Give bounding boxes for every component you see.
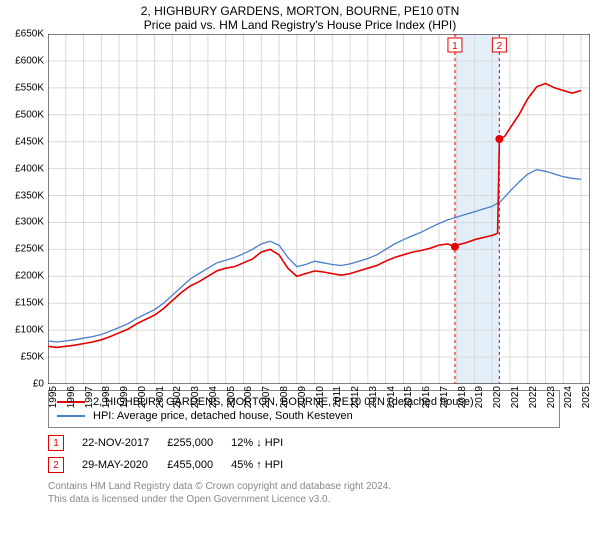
x-axis-label: 2003 (190, 386, 201, 408)
x-axis-label: 2007 (261, 386, 272, 408)
svg-text:1: 1 (452, 41, 458, 52)
y-axis-label: £400K (15, 163, 44, 174)
y-axis-label: £0 (33, 379, 44, 390)
event-delta: 45% ↑ HPI (231, 454, 301, 476)
x-axis-label: 2018 (457, 386, 468, 408)
x-axis-label: 2008 (279, 386, 290, 408)
x-axis-label: 2005 (226, 386, 237, 408)
x-axis-label: 1999 (119, 386, 130, 408)
y-axis-label: £600K (15, 55, 44, 66)
x-axis-label: 2023 (546, 386, 557, 408)
legend-label-hpi: HPI: Average price, detached house, Sout… (93, 410, 353, 422)
y-axis-label: £150K (15, 298, 44, 309)
y-axis-label: £450K (15, 136, 44, 147)
x-axis-label: 2019 (474, 386, 485, 408)
events-table: 1 22-NOV-2017 £255,000 12% ↓ HPI 2 29-MA… (48, 432, 560, 476)
x-axis-label: 1997 (84, 386, 95, 408)
x-axis-label: 2025 (581, 386, 592, 408)
x-axis-label: 2024 (563, 386, 574, 408)
event-row: 2 29-MAY-2020 £455,000 45% ↑ HPI (48, 454, 301, 476)
x-axis-label: 2006 (243, 386, 254, 408)
x-axis-label: 2016 (421, 386, 432, 408)
x-axis-label: 2000 (137, 386, 148, 408)
legend-swatch-hpi (57, 415, 85, 417)
footer-line1: Contains HM Land Registry data © Crown c… (48, 480, 560, 493)
x-axis-label: 2022 (528, 386, 539, 408)
line-chart-svg: 12 (48, 34, 590, 384)
event-marker-2: 2 (48, 457, 64, 473)
x-axis-label: 2009 (297, 386, 308, 408)
y-axis-label: £550K (15, 82, 44, 93)
x-axis-label: 2012 (350, 386, 361, 408)
y-axis-label: £300K (15, 217, 44, 228)
footer-line2: This data is licensed under the Open Gov… (48, 493, 560, 506)
chart-title-line2: Price paid vs. HM Land Registry's House … (0, 18, 600, 34)
x-axis-label: 2011 (332, 386, 343, 408)
event-date: 22-NOV-2017 (82, 432, 167, 454)
x-axis-label: 2010 (315, 386, 326, 408)
x-axis-label: 2004 (208, 386, 219, 408)
svg-text:2: 2 (497, 41, 503, 52)
event-price: £455,000 (167, 454, 231, 476)
chart-title-line1: 2, HIGHBURY GARDENS, MORTON, BOURNE, PE1… (0, 0, 600, 18)
y-axis-label: £100K (15, 325, 44, 336)
x-axis-label: 2001 (155, 386, 166, 408)
event-marker-1: 1 (48, 435, 64, 451)
event-delta: 12% ↓ HPI (231, 432, 301, 454)
x-axis-label: 2017 (439, 386, 450, 408)
event-price: £255,000 (167, 432, 231, 454)
x-axis-label: 1996 (66, 386, 77, 408)
x-axis-label: 1998 (101, 386, 112, 408)
footer-attribution: Contains HM Land Registry data © Crown c… (48, 480, 560, 506)
y-axis-label: £350K (15, 190, 44, 201)
y-axis-label: £200K (15, 271, 44, 282)
event-row: 1 22-NOV-2017 £255,000 12% ↓ HPI (48, 432, 301, 454)
x-axis-label: 2020 (492, 386, 503, 408)
x-axis-label: 2002 (172, 386, 183, 408)
x-axis-label: 2015 (403, 386, 414, 408)
legend-row: HPI: Average price, detached house, Sout… (57, 409, 551, 423)
y-axis-label: £50K (21, 352, 44, 363)
x-axis-label: 1995 (48, 386, 59, 408)
x-axis-label: 2013 (368, 386, 379, 408)
x-axis-label: 2014 (386, 386, 397, 408)
y-axis-label: £650K (15, 29, 44, 40)
x-axis-label: 2021 (510, 386, 521, 408)
chart-plot-area: 12 £0£50K£100K£150K£200K£250K£300K£350K£… (48, 34, 590, 384)
event-date: 29-MAY-2020 (82, 454, 167, 476)
y-axis-label: £250K (15, 244, 44, 255)
y-axis-label: £500K (15, 109, 44, 120)
